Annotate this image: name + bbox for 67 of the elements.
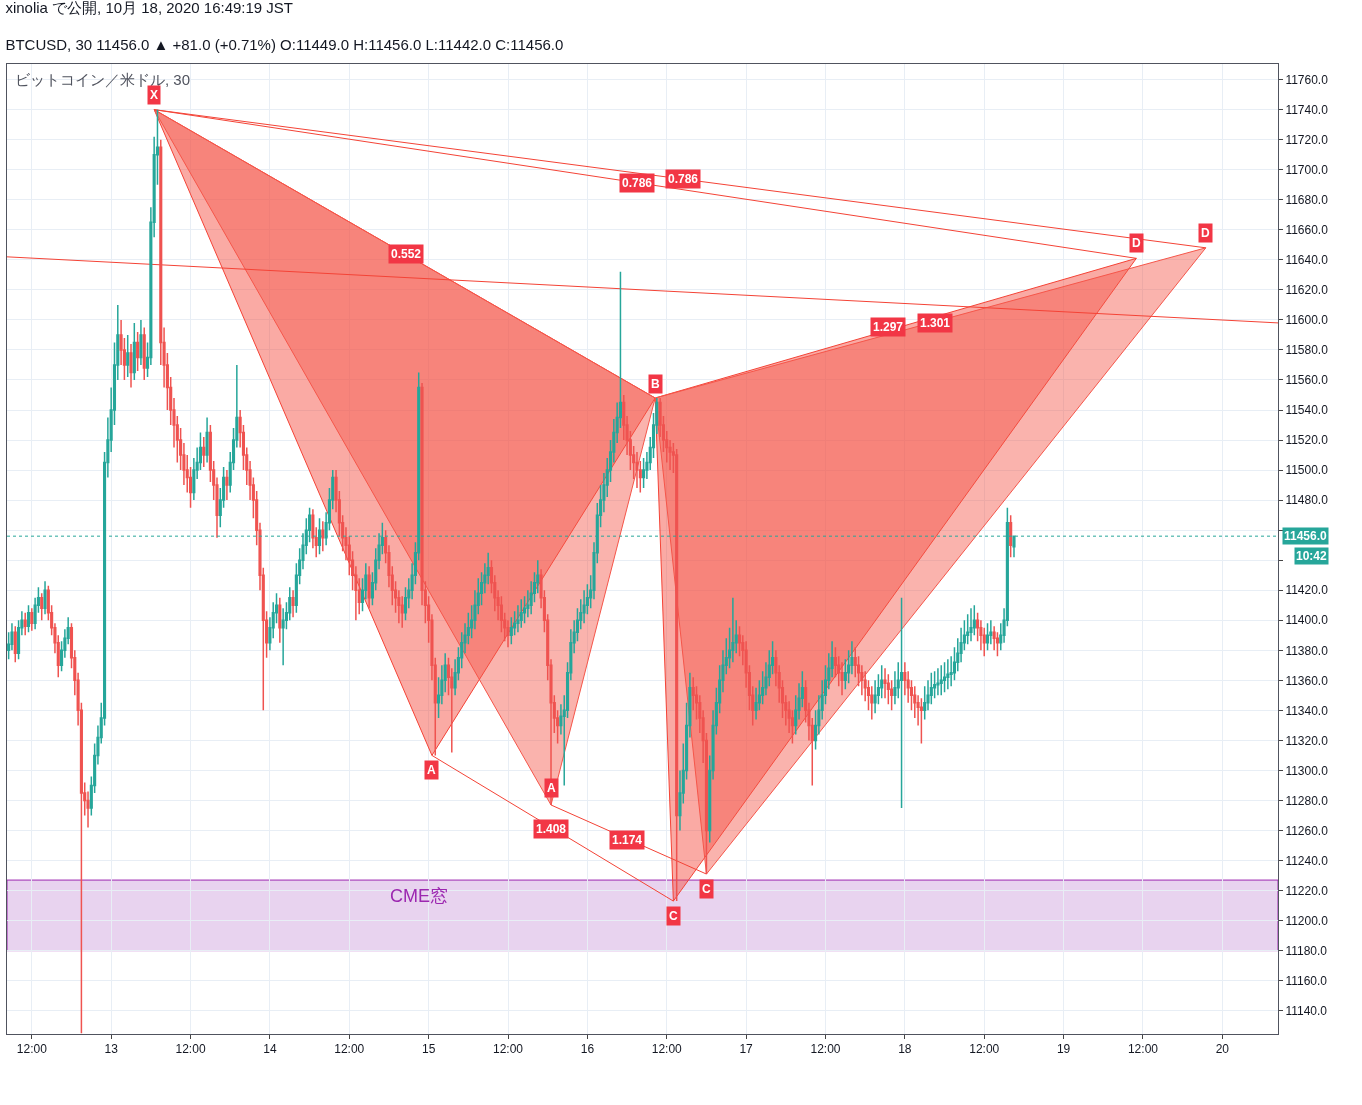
annotation: 0.786 bbox=[668, 172, 699, 186]
x-tick-label: 16 bbox=[580, 1042, 595, 1057]
y-tick-label: 11140.0 bbox=[1285, 1003, 1328, 1018]
y-tick-label: 11180.0 bbox=[1285, 943, 1328, 958]
annotation: 0.786 bbox=[622, 176, 653, 190]
x-tick-label: 12:00 bbox=[810, 1042, 841, 1057]
y-tick-label: 11740.0 bbox=[1285, 102, 1329, 117]
y-tick-label: 11240.0 bbox=[1285, 853, 1329, 868]
y-tick-label: 11400.0 bbox=[1285, 613, 1329, 628]
y-tick-label: 11500.0 bbox=[1285, 463, 1329, 478]
y-tick-label: 11760.0 bbox=[1285, 72, 1329, 87]
x-tick-label: 14 bbox=[263, 1042, 277, 1057]
y-tick-label: 11480.0 bbox=[1285, 493, 1329, 508]
text: 10:42 bbox=[1296, 549, 1328, 563]
y-tick-label: 11200.0 bbox=[1285, 913, 1329, 928]
x-tick-label: 12:00 bbox=[969, 1042, 1000, 1057]
ref-line-label: 11456.0 bbox=[1284, 529, 1328, 543]
annotation: C bbox=[669, 909, 678, 923]
x-tick-label: 12:00 bbox=[175, 1042, 206, 1057]
annotation: D bbox=[1201, 226, 1210, 240]
annotation: 1.174 bbox=[612, 833, 643, 847]
chart-subtitle: BTCUSD, 30 11456.0 ▲ +81.0 (+0.71%) O:11449.0 H:11456.0 L:11442.0 C:11456.0 bbox=[5, 36, 564, 54]
chart-title: xinolia で公開, 10月 18, 2020 16:49:19 JST bbox=[5, 0, 294, 16]
y-tick-label: 11620.0 bbox=[1285, 283, 1329, 298]
y-tick-label: 11280.0 bbox=[1285, 793, 1329, 808]
y-tick-label: 11360.0 bbox=[1285, 673, 1329, 688]
y-tick-label: 11260.0 bbox=[1285, 823, 1329, 838]
y-tick-label: 11520.0 bbox=[1285, 433, 1329, 448]
y-tick-label: 11380.0 bbox=[1285, 643, 1329, 658]
x-tick-label: 12:00 bbox=[16, 1042, 48, 1057]
x-tick-label: 17 bbox=[739, 1042, 754, 1057]
y-tick-label: 11720.0 bbox=[1285, 132, 1329, 147]
y-tick-label: 11340.0 bbox=[1285, 703, 1329, 718]
y-tick-label: 11580.0 bbox=[1285, 343, 1329, 358]
y-tick-label: 11560.0 bbox=[1285, 373, 1329, 388]
x-tick-label: 13 bbox=[104, 1042, 119, 1057]
y-tick-label: 11420.0 bbox=[1285, 583, 1329, 598]
annotation: 1.297 bbox=[873, 320, 904, 334]
y-tick-label: 11320.0 bbox=[1285, 733, 1329, 748]
annotation: C bbox=[702, 882, 711, 896]
annotation: 1.408 bbox=[536, 822, 567, 836]
y-tick-label: 11220.0 bbox=[1285, 883, 1329, 898]
y-tick-label: 11660.0 bbox=[1285, 223, 1329, 237]
annotation: X bbox=[150, 88, 159, 102]
annotation: D bbox=[1132, 236, 1141, 250]
x-tick-label: 12:00 bbox=[334, 1042, 365, 1057]
annotation: 0.552 bbox=[391, 247, 422, 261]
y-tick-label: 11160.0 bbox=[1285, 973, 1328, 988]
y-tick-label: 11300.0 bbox=[1285, 763, 1329, 778]
band-label: CME窓 bbox=[390, 886, 448, 906]
annotation: ビットコイン／米ドル, 30 bbox=[15, 71, 191, 88]
y-tick-label: 11600.0 bbox=[1285, 313, 1329, 328]
x-tick-label: 12:00 bbox=[651, 1042, 683, 1057]
x-tick-label: 15 bbox=[421, 1042, 436, 1057]
y-tick-label: 11540.0 bbox=[1285, 403, 1329, 418]
x-tick-label: 18 bbox=[898, 1042, 912, 1057]
y-tick-label: 11680.0 bbox=[1285, 192, 1329, 207]
x-tick-label: 20 bbox=[1215, 1042, 1230, 1057]
x-tick-label: 12:00 bbox=[1127, 1042, 1159, 1057]
annotation: B bbox=[651, 377, 660, 391]
annotation: A bbox=[427, 763, 436, 777]
annotation: 1.301 bbox=[920, 316, 951, 330]
y-tick-label: 11700.0 bbox=[1285, 162, 1329, 177]
y-tick-label: 11640.0 bbox=[1285, 253, 1329, 268]
x-tick-label: 12:00 bbox=[492, 1042, 524, 1057]
annotation: A bbox=[547, 781, 556, 795]
x-tick-label: 19 bbox=[1056, 1042, 1071, 1057]
